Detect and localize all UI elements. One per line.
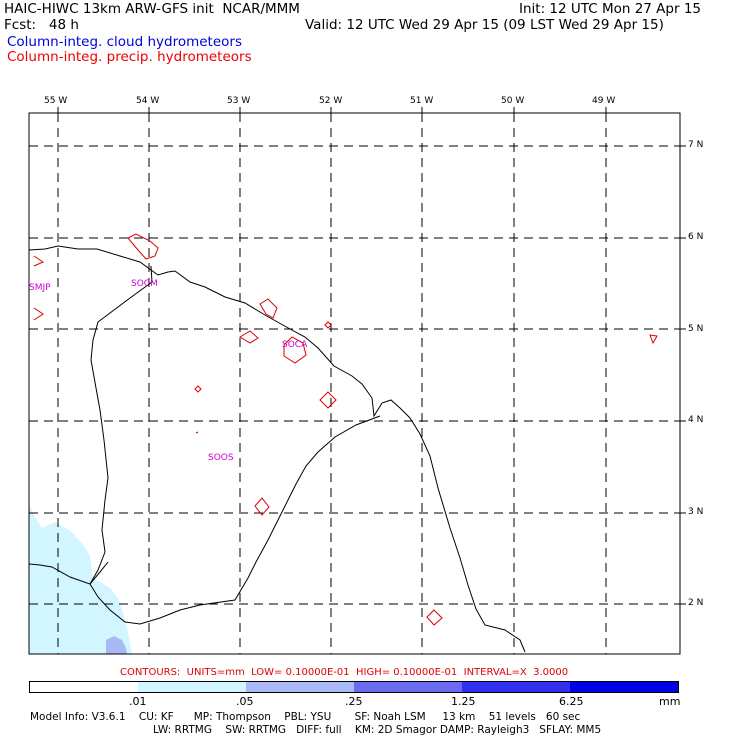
colorbar-tick: 1.25 xyxy=(451,695,476,708)
precip-contour xyxy=(259,298,278,319)
model-info-line-2: LW: RRTMG SW: RRTMG DIFF: full KM: 2D Sm… xyxy=(153,724,602,736)
valid-time: Valid: 12 UTC Wed 29 Apr 15 (09 LST Wed … xyxy=(305,17,664,33)
lon-label: 51 W xyxy=(410,96,434,106)
precip-contour xyxy=(324,321,332,329)
station-label: SMJP xyxy=(29,283,51,293)
lat-label: 7 N xyxy=(688,140,704,150)
lat-tick-marks xyxy=(680,145,686,605)
colorbar-segment xyxy=(138,682,246,692)
country-border xyxy=(89,265,153,585)
precip-contour xyxy=(239,330,259,344)
cloud-hydrometeor-fill-medium xyxy=(106,636,127,654)
colorbar xyxy=(29,681,679,693)
colorbar-segment xyxy=(462,682,570,692)
precip-contour xyxy=(33,307,44,321)
model-info-line-1: Model Info: V3.6.1 CU: KF MP: Thompson P… xyxy=(30,711,581,723)
colorbar-segment xyxy=(30,682,138,692)
precip-contour xyxy=(426,609,443,626)
colorbar-tick: .25 xyxy=(345,695,363,708)
lon-label: 49 W xyxy=(592,96,616,106)
precip-contour xyxy=(195,431,199,434)
lon-label: 50 W xyxy=(501,96,525,106)
colorbar-segment xyxy=(246,682,354,692)
precip-contour xyxy=(319,391,337,409)
lat-label: 5 N xyxy=(688,324,704,334)
precip-contour xyxy=(194,385,202,393)
country-border xyxy=(29,415,381,625)
lat-lon-grid xyxy=(29,113,680,654)
precip-contour xyxy=(649,334,658,345)
cloud-hydrometeor-fill xyxy=(29,505,132,654)
lon-label: 54 W xyxy=(136,96,160,106)
contour-info: CONTOURS: UNITS=mm LOW= 0.10000E-01 HIGH… xyxy=(120,667,569,678)
station-label: SOOS xyxy=(208,453,234,463)
lon-label: 52 W xyxy=(319,96,343,106)
lon-tick-marks xyxy=(57,107,607,113)
colorbar-segment xyxy=(570,682,678,692)
cloud-hydrometeor-legend: Column-integ. cloud hydrometeors xyxy=(7,34,243,50)
lon-label: 53 W xyxy=(227,96,251,106)
colorbar-tick: .05 xyxy=(236,695,254,708)
map-frame xyxy=(28,112,681,655)
lat-label: 2 N xyxy=(688,598,704,608)
precip-contour xyxy=(127,233,159,260)
colorbar-units: mm xyxy=(659,695,681,708)
lat-label: 4 N xyxy=(688,415,704,425)
precip-contour xyxy=(283,336,307,364)
chart-title: HAIC-HIWC 13km ARW-GFS init NCAR/MMM xyxy=(4,1,300,17)
precip-contours xyxy=(33,233,658,626)
colorbar-segment xyxy=(354,682,462,692)
colorbar-tick: 6.25 xyxy=(559,695,584,708)
country-border xyxy=(89,561,109,585)
station-label: SOCM xyxy=(131,279,158,289)
lat-label: 6 N xyxy=(688,232,704,242)
lat-label: 3 N xyxy=(688,507,704,517)
init-time: Init: 12 UTC Mon 27 Apr 15 xyxy=(519,1,701,17)
colorbar-tick: .01 xyxy=(129,695,147,708)
station-label: SOCA xyxy=(282,340,308,350)
precip-contour xyxy=(254,497,270,516)
lon-label: 55 W xyxy=(44,96,68,106)
forecast-hour: Fcst: 48 h xyxy=(4,17,79,33)
precip-contour xyxy=(33,255,45,267)
coastline xyxy=(29,245,526,653)
precip-hydrometeor-legend: Column-integ. precip. hydrometeors xyxy=(7,49,252,65)
